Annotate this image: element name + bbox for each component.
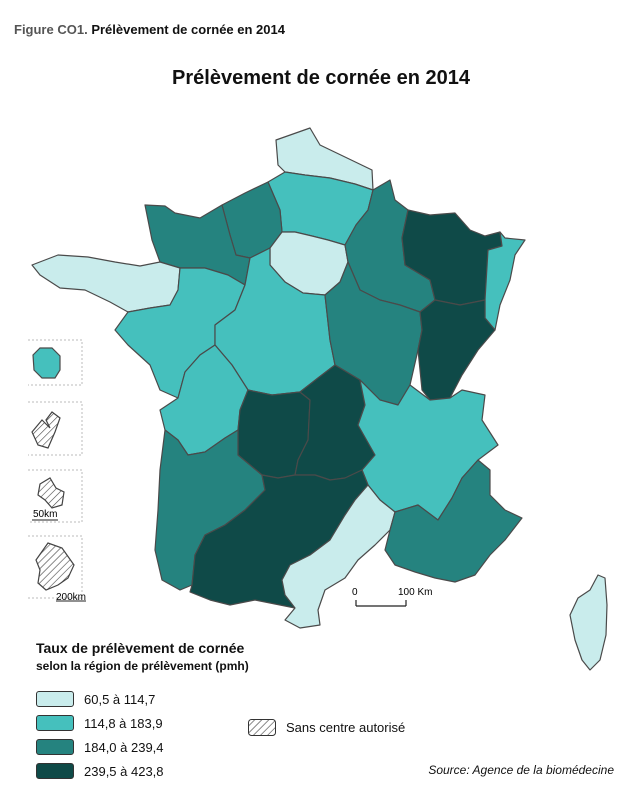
legend-item: 60,5 à 114,7	[36, 687, 249, 711]
legend-item: 184,0 à 239,4	[36, 735, 249, 759]
region-alsace	[484, 231, 526, 331]
figure-number: Figure CO1.	[14, 22, 88, 37]
region-bourgogne	[324, 261, 423, 406]
legend-swatch-4	[36, 763, 74, 779]
legend-swatch-2	[36, 715, 74, 731]
region-languedoc-roussillon	[281, 484, 396, 629]
figure-caption: Figure CO1. Prélèvement de cornée en 201…	[14, 22, 285, 37]
source-note: Source: Agence de la biomédecine	[428, 763, 614, 777]
scale-bar: 0 100 Km	[352, 587, 432, 607]
legend-item: 239,5 à 423,8	[36, 759, 249, 783]
legend-label: 114,8 à 183,9	[84, 715, 163, 731]
region-reunion	[32, 347, 61, 379]
region-franche-comte	[417, 299, 496, 401]
scale-bar-start: 0	[352, 587, 358, 598]
region-guadeloupe	[31, 411, 61, 449]
legend-item: 114,8 à 183,9	[36, 711, 249, 735]
map-title: Prélèvement de cornée en 2014	[172, 67, 470, 89]
inset-scale-martinique: 50km	[33, 509, 57, 520]
overseas-insets: 50km 200km	[28, 339, 86, 603]
region-bretagne	[31, 254, 181, 313]
figure-caption-text: Prélèvement de cornée en 2014	[91, 22, 285, 37]
hatch-legend-label: Sans centre autorisé	[286, 720, 406, 735]
region-paca	[384, 459, 523, 583]
legend: Taux de prélèvement de cornée selon la r…	[36, 640, 249, 783]
inset-scale-guyane: 200km	[56, 592, 86, 603]
region-guyane	[35, 542, 75, 591]
legend-label: 184,0 à 239,4	[84, 739, 164, 755]
legend-subtitle: selon la région de prélèvement (pmh)	[36, 659, 249, 673]
region-martinique	[37, 477, 65, 509]
scale-bar-end: 100 Km	[398, 587, 432, 598]
legend-label: 60,5 à 114,7	[84, 691, 156, 707]
legend-label: 239,5 à 423,8	[84, 763, 164, 779]
region-corse	[569, 574, 608, 671]
legend-swatch-3	[36, 739, 74, 755]
hatch-legend: Sans centre autorisé	[248, 719, 405, 736]
legend-swatch-1	[36, 691, 74, 707]
hatch-swatch	[248, 719, 276, 736]
legend-title: Taux de prélèvement de cornée	[36, 640, 245, 656]
